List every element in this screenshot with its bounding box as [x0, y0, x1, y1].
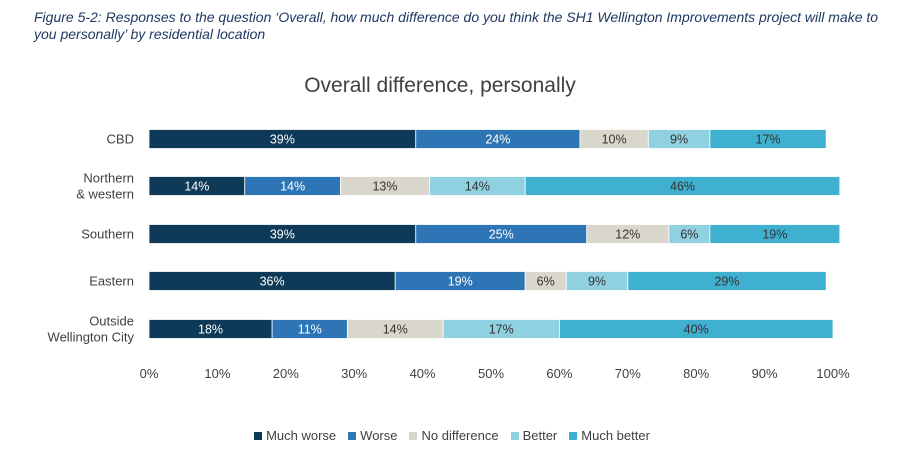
x-tick-label: 80%: [683, 366, 709, 381]
data-label: 39%: [270, 228, 295, 242]
data-label: 9%: [588, 275, 606, 289]
data-label: 9%: [670, 133, 688, 147]
legend-swatch: [348, 431, 357, 440]
category-label: Eastern: [89, 274, 134, 289]
data-label: 17%: [756, 133, 781, 147]
bar-segment: [709, 224, 841, 244]
data-label: 17%: [489, 323, 514, 337]
legend-label: Worse: [360, 428, 398, 443]
legend-item: Much worse: [254, 428, 336, 443]
legend-swatch: [409, 431, 418, 440]
data-label: 40%: [684, 323, 709, 337]
legend-label: Better: [522, 428, 558, 443]
bar-segment: [709, 129, 827, 149]
data-label: 24%: [485, 133, 510, 147]
data-label: 13%: [372, 180, 397, 194]
data-label: 25%: [489, 228, 514, 242]
chart-title: Overall difference, personally: [304, 74, 576, 97]
data-label: 14%: [383, 323, 408, 337]
x-tick-label: 20%: [273, 366, 299, 381]
data-label: 46%: [670, 180, 695, 194]
chart-legend: Much worse Worse No difference Better Much b…: [0, 428, 904, 443]
legend-label: Much better: [581, 428, 650, 443]
bar-segment: [524, 176, 841, 196]
data-label: 6%: [537, 275, 555, 289]
x-tick-label: 100%: [816, 366, 850, 381]
data-label: 19%: [448, 275, 473, 289]
figure-caption: Figure 5-2: Responses to the question ‘O…: [34, 9, 879, 42]
data-label: 39%: [270, 133, 295, 147]
legend-swatch: [254, 431, 263, 440]
legend-swatch: [510, 431, 519, 440]
x-tick-label: 70%: [615, 366, 641, 381]
x-tick-label: 90%: [752, 366, 778, 381]
category-label: CBD: [107, 132, 134, 147]
x-tick-label: 40%: [410, 366, 436, 381]
x-tick-label: 10%: [204, 366, 230, 381]
data-label: 36%: [260, 275, 285, 289]
data-label: 10%: [602, 133, 627, 147]
legend-item: Much better: [569, 428, 650, 443]
data-label: 29%: [714, 275, 739, 289]
x-tick-label: 30%: [341, 366, 367, 381]
x-tick-label: 60%: [546, 366, 572, 381]
data-label: 18%: [198, 323, 223, 337]
data-label: 12%: [615, 228, 640, 242]
bar-segment: [559, 319, 834, 339]
category-label: Southern: [81, 227, 134, 242]
x-tick-label: 50%: [478, 366, 504, 381]
category-label: Northern & western: [76, 171, 134, 202]
legend-swatch: [569, 431, 578, 440]
category-label: Outside Wellington City: [48, 314, 135, 345]
legend-item: Worse: [348, 428, 397, 443]
data-label: 14%: [280, 180, 305, 194]
data-label: 11%: [298, 323, 322, 337]
legend-label: Much worse: [266, 428, 337, 443]
legend-item: No difference: [409, 428, 499, 443]
data-label: 19%: [762, 228, 787, 242]
data-label: 14%: [184, 180, 209, 194]
x-tick-label: 0%: [140, 366, 159, 381]
data-label: 14%: [465, 180, 490, 194]
data-label: 6%: [680, 228, 698, 242]
legend-item: Better: [510, 428, 558, 443]
legend-label: No difference: [421, 428, 499, 443]
bar-segment: [627, 271, 827, 291]
